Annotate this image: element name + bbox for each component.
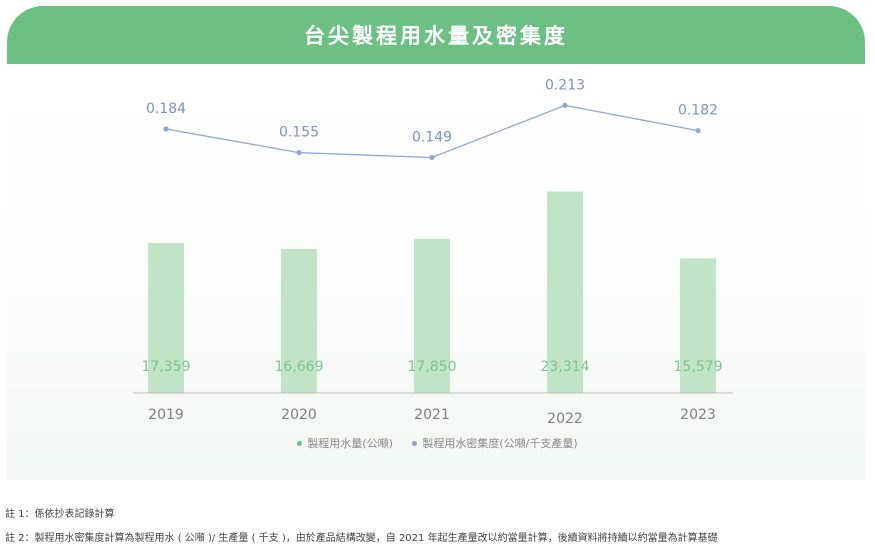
legend-item-volume: 製程用水量(公噸) (297, 435, 393, 451)
density-point-2020 (296, 150, 302, 156)
bar-value-label-2022: 23,314 (541, 359, 590, 375)
chart-legend: 製程用水量(公噸) 製程用水密集度(公噸/千支產量) (0, 435, 875, 451)
combo-chart: 17,359 2019 16,669 2020 17,850 2021 23,314 2022… (133, 77, 733, 427)
x-tick-label-2022: 2022 (547, 411, 583, 427)
density-value-label-2020: 0.155 (279, 125, 319, 141)
bar-value-label-2020: 16,669 (275, 359, 324, 375)
density-point-2023 (695, 128, 701, 134)
bar-2022 (547, 191, 583, 393)
x-tick-label-2019: 2019 (148, 407, 184, 423)
footnote-1: 註 1：係依抄表記錄計算 (5, 509, 115, 520)
bar-value-label-2023: 15,579 (674, 359, 723, 375)
x-tick-label-2023: 2023 (680, 407, 716, 423)
legend-item-density: 製程用水密集度(公噸/千支產量) (412, 435, 578, 451)
bar-2023 (680, 258, 716, 393)
bar-2019 (148, 243, 184, 393)
density-value-label-2021: 0.149 (412, 130, 452, 146)
x-tick-label-2021: 2021 (414, 407, 450, 423)
bar-2021 (414, 238, 450, 393)
bar-value-label-2019: 17,359 (142, 359, 191, 375)
chart-header: 台尖製程用水量及密集度 (7, 6, 865, 64)
density-point-2019 (163, 126, 169, 132)
density-value-label-2019: 0.184 (146, 101, 186, 117)
footnote-2: 註 2：製程用水密集度計算為製程用水 ( 公噸 )/ 生產量 ( 千支 )，由於… (5, 533, 718, 544)
legend-green-dot-icon (297, 440, 303, 446)
chart-title: 台尖製程用水量及密集度 (304, 24, 568, 48)
density-value-label-2022: 0.213 (545, 77, 585, 93)
legend-label-volume: 製程用水量(公噸) (307, 437, 393, 450)
bar-value-label-2021: 17,850 (408, 359, 457, 375)
density-value-label-2023: 0.182 (678, 103, 718, 119)
x-tick-label-2020: 2020 (281, 407, 317, 423)
density-point-2022 (562, 102, 568, 108)
density-point-2021 (429, 154, 435, 161)
bar-2020 (281, 248, 317, 393)
legend-blue-dot-icon (412, 440, 418, 446)
legend-label-density: 製程用水密集度(公噸/千支產量) (422, 437, 578, 450)
